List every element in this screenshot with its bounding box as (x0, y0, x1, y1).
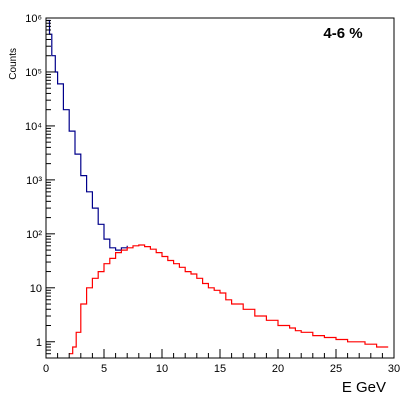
chart-axes: 0 5 10 15 20 25 30 1 10 10² 10³ 10⁴ 10⁵ 10⁶ (25, 13, 400, 375)
x-tick-label: 0 (43, 363, 49, 375)
y-axis-title: Counts (8, 48, 19, 80)
x-tick-label: 25 (330, 363, 342, 375)
chart-annotation: 4-6 % (323, 25, 362, 42)
x-tick-label: 5 (101, 363, 107, 375)
y-tick-label: 1 (36, 337, 42, 349)
x-tick-label: 20 (272, 363, 284, 375)
y-tick-label: 10 (30, 283, 42, 295)
y-tick-label: 10⁵ (25, 67, 42, 79)
y-tick-label: 10⁶ (25, 13, 42, 25)
x-tick-label: 30 (388, 363, 400, 375)
x-tick-label: 15 (214, 363, 226, 375)
series-1-line (47, 19, 128, 251)
x-tick-label: 10 (156, 363, 168, 375)
y-tick-label: 10² (26, 229, 42, 241)
y-tick-label: 10³ (26, 175, 42, 187)
y-tick-label: 10⁴ (25, 121, 42, 133)
plot-frame (45, 17, 395, 359)
series-2-line (69, 244, 389, 355)
chart-marks (47, 19, 389, 355)
x-axis-title: E GeV (342, 379, 386, 396)
